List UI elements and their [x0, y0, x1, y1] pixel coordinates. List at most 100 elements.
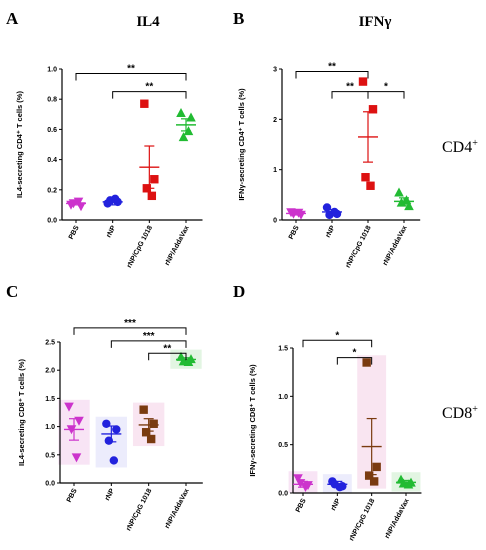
significance-label: **	[145, 82, 153, 93]
significance-bracket	[331, 91, 369, 99]
significance-label: ***	[124, 318, 136, 329]
y-tick-label: 1.5	[278, 346, 288, 353]
y-tick-label: 3	[273, 67, 277, 74]
significance-bracket	[148, 352, 187, 361]
chart-title: IL4	[136, 14, 160, 30]
data-point	[147, 191, 157, 201]
y-axis-label: IL4-secreting CD8⁺ T cells (%)	[17, 359, 26, 466]
significance-label: *	[353, 348, 357, 359]
data-point	[394, 187, 404, 197]
x-tick-label: rNP/CpG 1018	[126, 225, 154, 270]
x-tick-label: rNP	[325, 224, 337, 239]
chart-title: IFNγ	[359, 14, 392, 30]
data-point	[71, 453, 82, 463]
panel-c: C 0.0 0.5 1.0 1.5 2.0 2.5 IL4-secreting CD8⁺ T …	[6, 282, 203, 532]
y-tick-label: 1.0	[47, 67, 57, 74]
panel-b: B IFNγ 0 1 2 3 IFNγ-secreting CD4⁺ T cells (%)…	[233, 9, 421, 270]
x-tick-label: PBS	[288, 224, 301, 240]
x-tick-label: PBS	[66, 487, 79, 503]
data-point	[361, 173, 370, 182]
y-tick-label: 0.6	[47, 127, 57, 134]
y-tick-label: 1.0	[45, 424, 55, 431]
data-point	[150, 175, 159, 184]
data-point	[112, 425, 121, 434]
data-point	[369, 477, 379, 486]
significance-bracket	[112, 91, 187, 99]
significance-bracket	[110, 340, 187, 348]
x-tick-label: rNP/CpG 1018	[348, 498, 376, 543]
panel-letter: C	[6, 282, 18, 301]
panel-letter: B	[233, 9, 244, 28]
significance-label: **	[163, 343, 171, 354]
significance-bracket	[73, 327, 187, 335]
significance-bracket	[302, 339, 373, 348]
data-point	[176, 107, 186, 117]
x-tick-label: rNP/AddaVax	[384, 498, 411, 540]
y-tick-label: 0.0	[45, 481, 55, 488]
side-label-cd8: CD8+	[442, 404, 478, 422]
data-point	[358, 77, 368, 86]
side-label-cd4: CD4+	[442, 138, 478, 156]
x-tick-label: rNP/AddaVax	[164, 488, 191, 530]
y-tick-label: 0.5	[278, 442, 288, 449]
data-point	[368, 105, 378, 114]
panel-letter: D	[233, 282, 245, 301]
x-tick-label: PBS	[68, 224, 81, 240]
data-point	[364, 471, 374, 480]
y-tick-label: 0.5	[45, 452, 55, 459]
data-point	[322, 203, 332, 212]
data-point	[109, 456, 119, 465]
data-point	[149, 419, 158, 428]
data-point	[64, 402, 74, 412]
data-point	[141, 428, 151, 437]
y-axis-label: IFNγ-secreting CD4⁺ T cells (%)	[237, 88, 246, 201]
significance-bracket	[75, 73, 187, 81]
x-tick-label: rNP/AddaVax	[164, 225, 191, 267]
significance-label: *	[384, 82, 388, 93]
y-axis-label: IFNγ-secreting CD8⁺ T cells (%)	[248, 364, 257, 477]
y-tick-label: 2.0	[45, 368, 55, 375]
x-tick-label: rNP	[105, 224, 117, 239]
y-tick-label: 0.0	[278, 491, 288, 498]
y-tick-label: 0	[273, 218, 277, 225]
panel-letter: A	[6, 9, 19, 28]
y-tick-label: 0.0	[47, 218, 57, 225]
data-point	[146, 434, 156, 444]
y-tick-label: 0.2	[47, 187, 57, 194]
significance-bracket	[295, 71, 369, 79]
significance-label: ***	[143, 331, 155, 342]
panel-a: A IL4 0.0 0.2 0.4 0.6 0.8 1.0 IL4-secreting CD4⁺…	[6, 9, 203, 269]
significance-bracket	[336, 357, 373, 365]
x-tick-label: rNP	[330, 497, 342, 512]
y-tick-label: 1.0	[278, 394, 288, 401]
data-point	[139, 405, 148, 414]
y-tick-label: 0.8	[47, 97, 57, 104]
data-point	[102, 419, 111, 428]
x-tick-label: PBS	[295, 497, 308, 513]
data-point	[186, 112, 196, 122]
y-tick-label: 0.4	[47, 157, 57, 164]
y-tick-label: 1	[273, 167, 277, 174]
y-tick-label: 2	[273, 117, 277, 124]
y-tick-label: 1.5	[45, 396, 55, 403]
data-point	[372, 462, 381, 472]
data-point	[293, 474, 303, 484]
data-point	[404, 201, 414, 211]
significance-label: **	[346, 82, 354, 93]
significance-label: **	[328, 62, 336, 73]
x-tick-label: rNP/AddaVax	[382, 225, 409, 267]
y-axis-label: IL4-secreting CD4⁺ T cells (%)	[15, 91, 24, 198]
significance-label: **	[127, 64, 135, 75]
y-tick-label: 2.5	[45, 340, 55, 347]
data-point	[366, 181, 375, 190]
data-point	[178, 132, 189, 142]
x-tick-label: rNP/CpG 1018	[125, 488, 153, 533]
significance-label: *	[335, 330, 339, 341]
data-point	[362, 358, 371, 367]
significance-bracket	[367, 91, 405, 99]
data-point	[140, 99, 149, 108]
panel-d: D 0.0 0.5 1.0 1.5 IFNγ-secreting CD8⁺ T cells…	[233, 282, 422, 543]
x-tick-label: rNP/CpG 1018	[345, 225, 373, 270]
x-tick-label: rNP	[104, 487, 116, 502]
